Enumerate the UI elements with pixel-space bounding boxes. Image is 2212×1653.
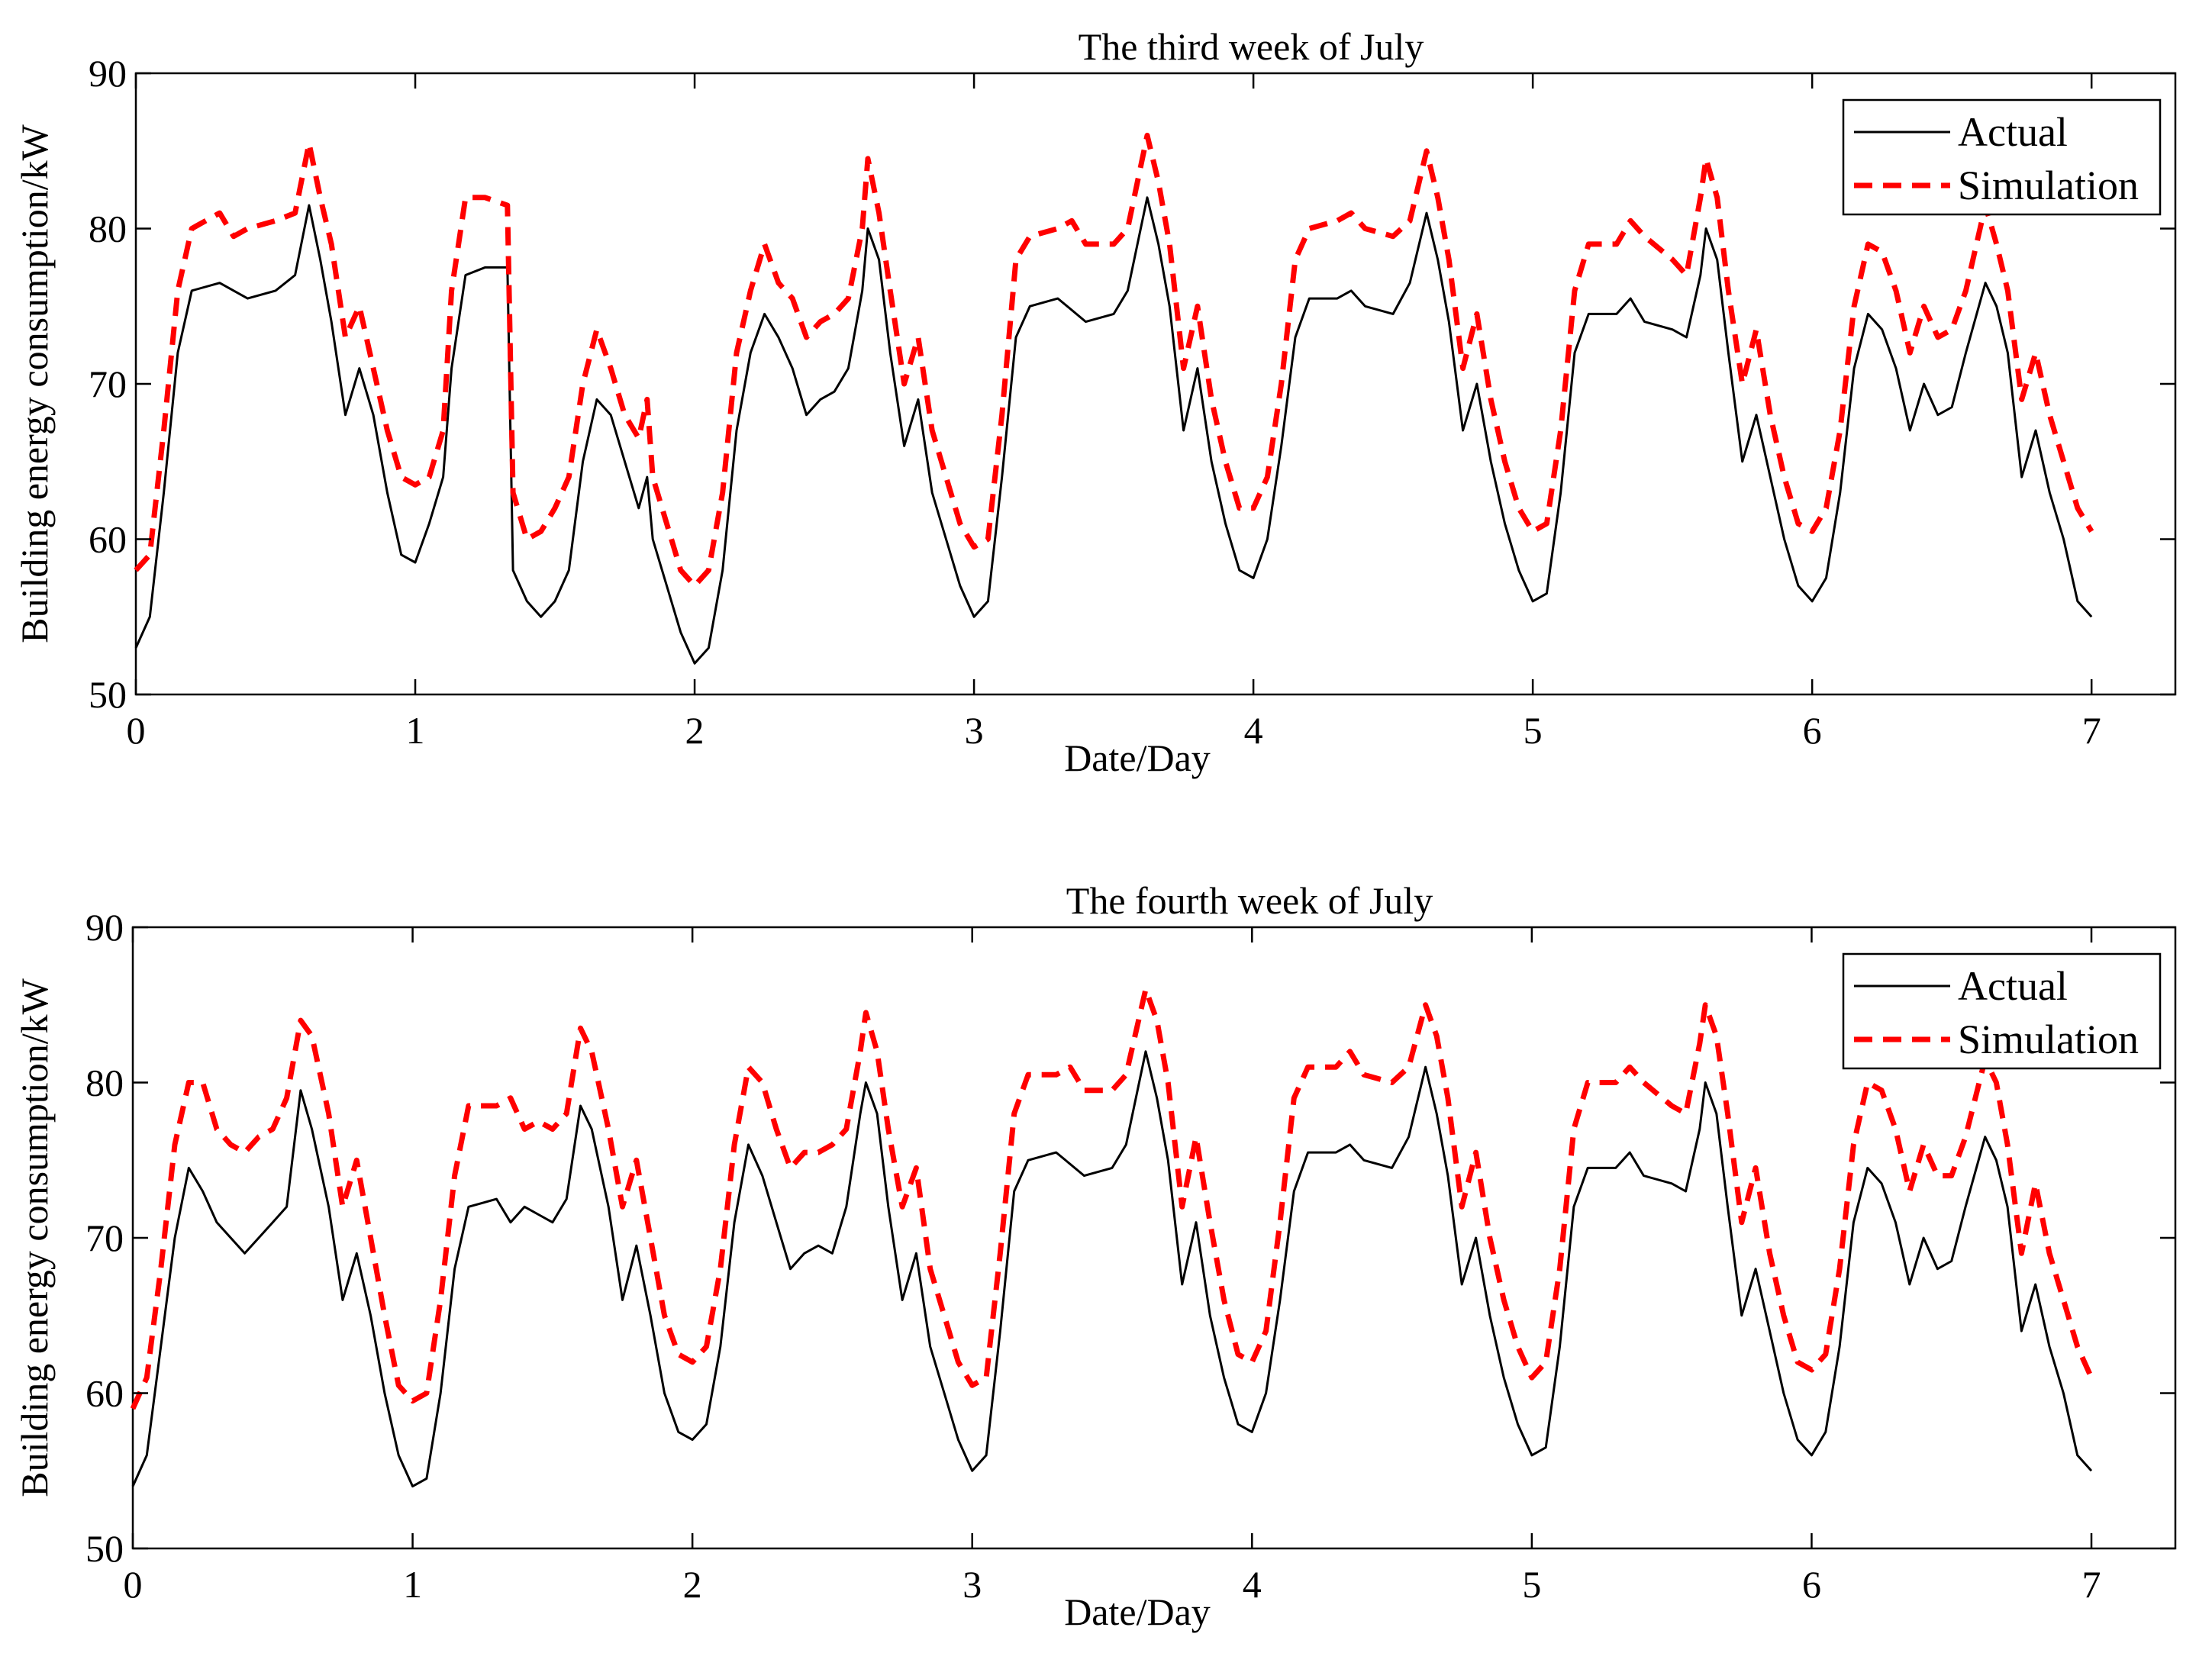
legend: Actual Simulation [1842, 98, 2162, 216]
x-tick-label: 1 [406, 709, 425, 752]
y-tick-label: 50 [89, 673, 127, 716]
chart-title: The third week of July [1079, 25, 1424, 68]
x-tick-label: 7 [2082, 709, 2101, 752]
x-tick-label: 6 [1803, 709, 1822, 752]
x-tick-label: 2 [685, 709, 705, 752]
x-tick-label: 3 [963, 1563, 982, 1606]
y-tick-label: 80 [89, 208, 127, 250]
x-tick-label: 4 [1244, 709, 1263, 752]
series-line-actual [134, 196, 2093, 665]
y-tick-label: 60 [85, 1372, 124, 1415]
legend-label-simulation: Simulation [1958, 1017, 2139, 1062]
y-axis-label: Building energy consumption/kW [13, 124, 56, 643]
series-line-actual [131, 1050, 2093, 1488]
x-tick-label: 5 [1522, 1563, 1541, 1606]
x-tick-label: 1 [403, 1563, 422, 1606]
y-tick-label: 60 [89, 518, 127, 561]
legend-label-simulation: Simulation [1958, 163, 2139, 208]
x-axis-label: Date/Day [1064, 1590, 1211, 1633]
y-tick-label: 70 [85, 1216, 124, 1259]
chart-title: The fourth week of July [1066, 879, 1433, 922]
x-tick-label: 0 [124, 1563, 143, 1606]
x-tick-label: 7 [2082, 1563, 2101, 1606]
series-line-simulation [134, 132, 2094, 588]
x-tick-label: 5 [1524, 709, 1543, 752]
chart-panel-2: 0 1 2 3 4 5 6 7 50 60 70 80 90 The fourth week of Jul… [13, 879, 2177, 1633]
legend: Actual Simulation [1842, 952, 2162, 1070]
y-tick-label: 90 [85, 906, 124, 949]
x-tick-label: 0 [127, 709, 146, 752]
series-line-simulation [130, 986, 2094, 1410]
x-axis-label: Date/Day [1064, 736, 1211, 779]
y-tick-label: 70 [89, 362, 127, 405]
y-tick-label: 80 [85, 1062, 124, 1104]
legend-box [1842, 952, 2162, 1070]
x-tick-label: 4 [1243, 1563, 1262, 1606]
chart-panel-1: 0 1 2 3 4 5 6 7 50 60 70 80 90 The third week of July… [13, 25, 2177, 779]
legend-box [1842, 98, 2162, 216]
x-tick-label: 6 [1802, 1563, 1821, 1606]
legend-label-actual: Actual [1958, 109, 2068, 155]
x-tick-label: 2 [683, 1563, 702, 1606]
x-tick-label: 3 [965, 709, 984, 752]
y-tick-label: 90 [89, 52, 127, 95]
y-tick-label: 50 [85, 1527, 124, 1570]
legend-label-actual: Actual [1958, 963, 2068, 1009]
y-axis-label: Building energy consumption/kW [13, 978, 56, 1497]
